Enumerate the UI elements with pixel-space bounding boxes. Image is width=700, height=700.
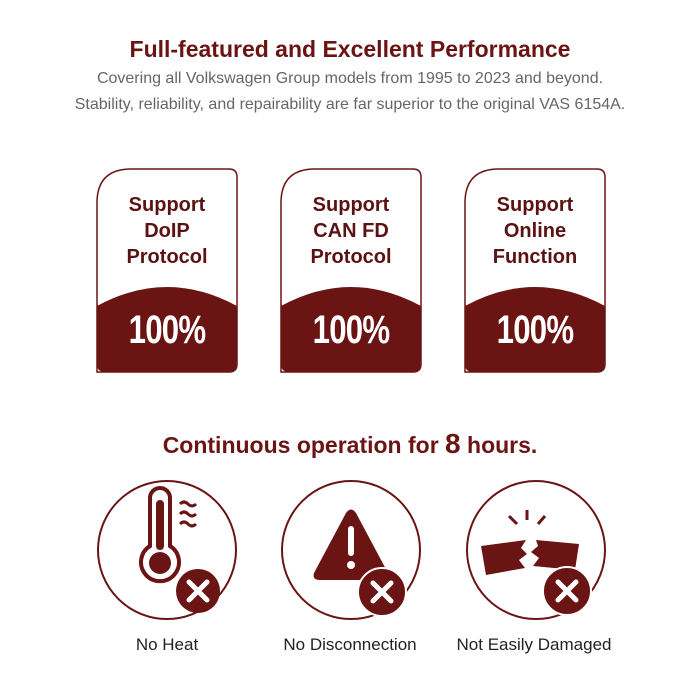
card-line: Support: [312, 194, 390, 216]
card-label: Support DoIP Protocol: [96, 192, 238, 270]
feature-card-canfd: Support CAN FD Protocol 100%: [280, 168, 422, 373]
card-line: Online: [503, 220, 567, 242]
thermometer-heat-icon: [97, 480, 237, 620]
card-label: Support Online Function: [464, 192, 606, 270]
feature-card-online: Support Online Function 100%: [464, 168, 606, 373]
heading-prefix: Continuous operation for: [162, 432, 446, 458]
feature-label-no-disconnection: No Disconnection: [283, 635, 417, 654]
continuous-operation-heading: Continuous operation for 8 hours.: [0, 428, 700, 460]
heading-suffix: hours.: [460, 432, 538, 458]
subtitle-line-1: Covering all Volkswagen Group models fro…: [96, 70, 604, 87]
subtitle-line-2: Stability, reliability, and repairabilit…: [74, 96, 626, 113]
broken-piece-icon: [466, 480, 606, 620]
card-percent: 100%: [128, 308, 206, 352]
card-line: Function: [492, 246, 578, 268]
feature-label-no-heat: No Heat: [135, 635, 199, 654]
card-line: CAN FD: [313, 220, 389, 242]
card-percent: 100%: [312, 308, 390, 352]
warning-triangle-icon: [281, 480, 421, 620]
card-line: Support: [128, 194, 206, 216]
card-line: Protocol: [310, 246, 392, 268]
card-percent: 100%: [496, 308, 574, 352]
card-frame: [280, 168, 422, 373]
feature-card-doip: Support DoIP Protocol 100%: [96, 168, 238, 373]
card-line: Protocol: [126, 246, 208, 268]
feature-label-not-easily-damaged: Not Easily Damaged: [456, 635, 612, 654]
hours-value: 8: [445, 428, 461, 459]
card-label: Support CAN FD Protocol: [280, 192, 422, 270]
card-line: DoIP: [144, 220, 190, 242]
card-line: Support: [496, 194, 574, 216]
card-frame: [464, 168, 606, 373]
page-title: Full-featured and Excellent Performance: [129, 36, 571, 62]
card-frame: [96, 168, 238, 373]
